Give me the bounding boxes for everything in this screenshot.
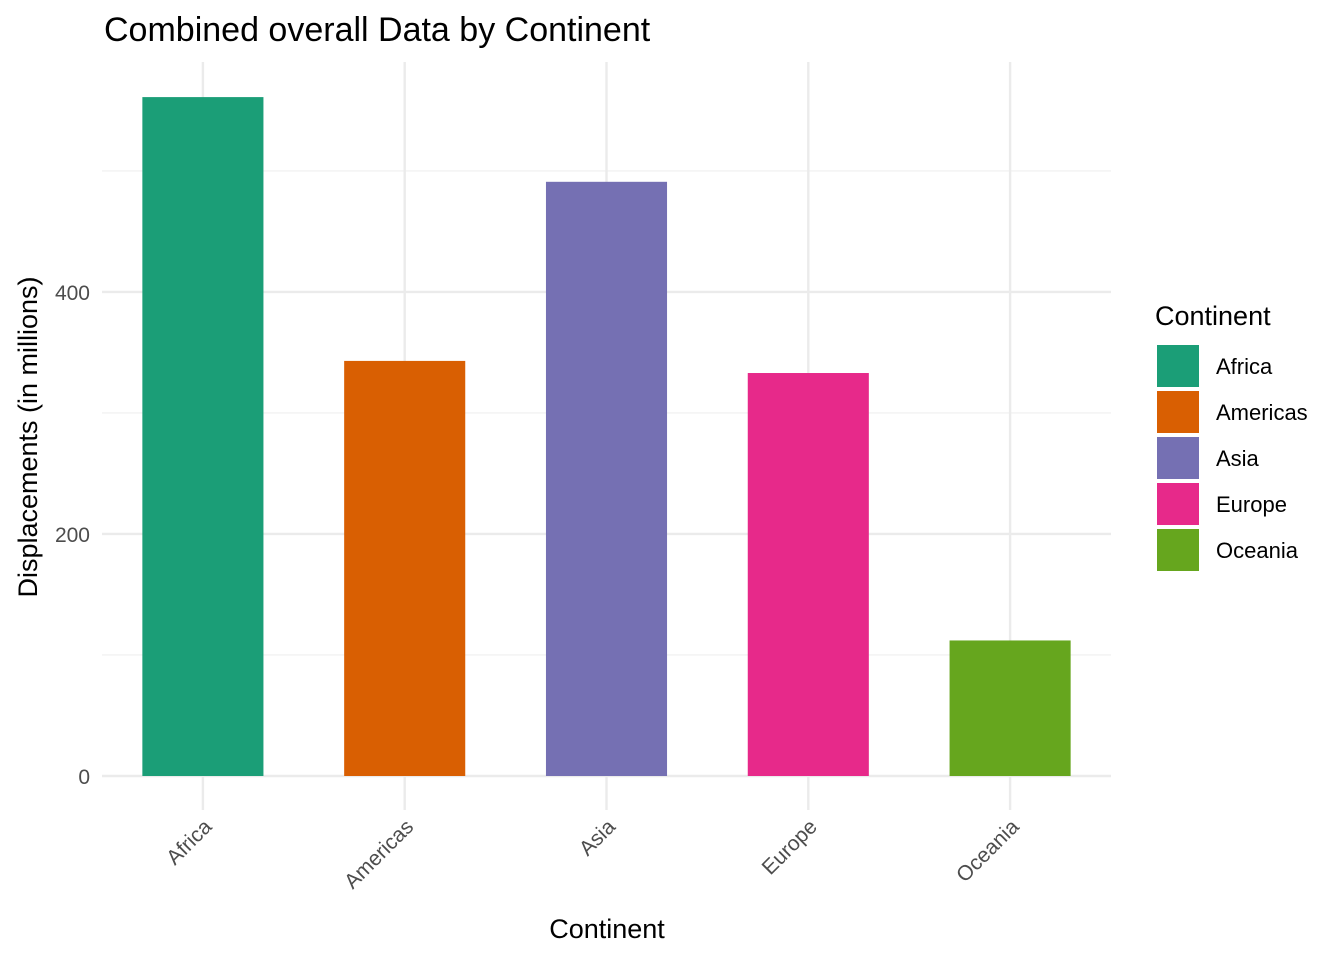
bar-americas xyxy=(344,360,466,776)
bar-africa xyxy=(142,97,264,777)
x-tick-label: Asia xyxy=(575,815,620,860)
x-tick-label: Oceania xyxy=(952,815,1024,887)
legend-swatch-oceania xyxy=(1157,529,1199,571)
y-tick-label: 0 xyxy=(78,766,90,789)
y-tick-label: 400 xyxy=(55,282,90,305)
bars xyxy=(142,97,1071,777)
bar-asia xyxy=(545,181,668,777)
y-axis-tick-labels: 0 200 400 xyxy=(55,282,90,789)
legend-title: Continent xyxy=(1155,301,1271,331)
legend-swatch-africa xyxy=(1157,345,1199,387)
legend-label: Europe xyxy=(1216,492,1287,517)
x-tick-label: Americas xyxy=(340,815,418,893)
legend-swatch-americas xyxy=(1157,391,1199,433)
y-axis-title: Displacements (in millions) xyxy=(13,276,43,597)
legend-label: Americas xyxy=(1216,400,1308,425)
x-axis-tick-labels: Africa Americas Asia Europe Oceania xyxy=(162,815,1024,893)
x-tick-label: Africa xyxy=(162,815,216,869)
legend-swatch-europe xyxy=(1157,483,1199,525)
legend-label: Africa xyxy=(1216,354,1273,379)
bar-europe xyxy=(747,373,869,776)
chart-title: Combined overall Data by Continent xyxy=(104,11,651,49)
bar-oceania xyxy=(949,640,1071,776)
legend-label: Asia xyxy=(1216,446,1260,471)
x-tick-label: Europe xyxy=(758,815,822,879)
legend-label: Oceania xyxy=(1216,538,1299,563)
legend: Continent Africa Americas Asia Europe Oceani… xyxy=(1155,301,1308,571)
y-tick-label: 200 xyxy=(55,524,90,547)
x-axis-title: Continent xyxy=(549,914,665,944)
legend-swatch-asia xyxy=(1157,437,1199,479)
